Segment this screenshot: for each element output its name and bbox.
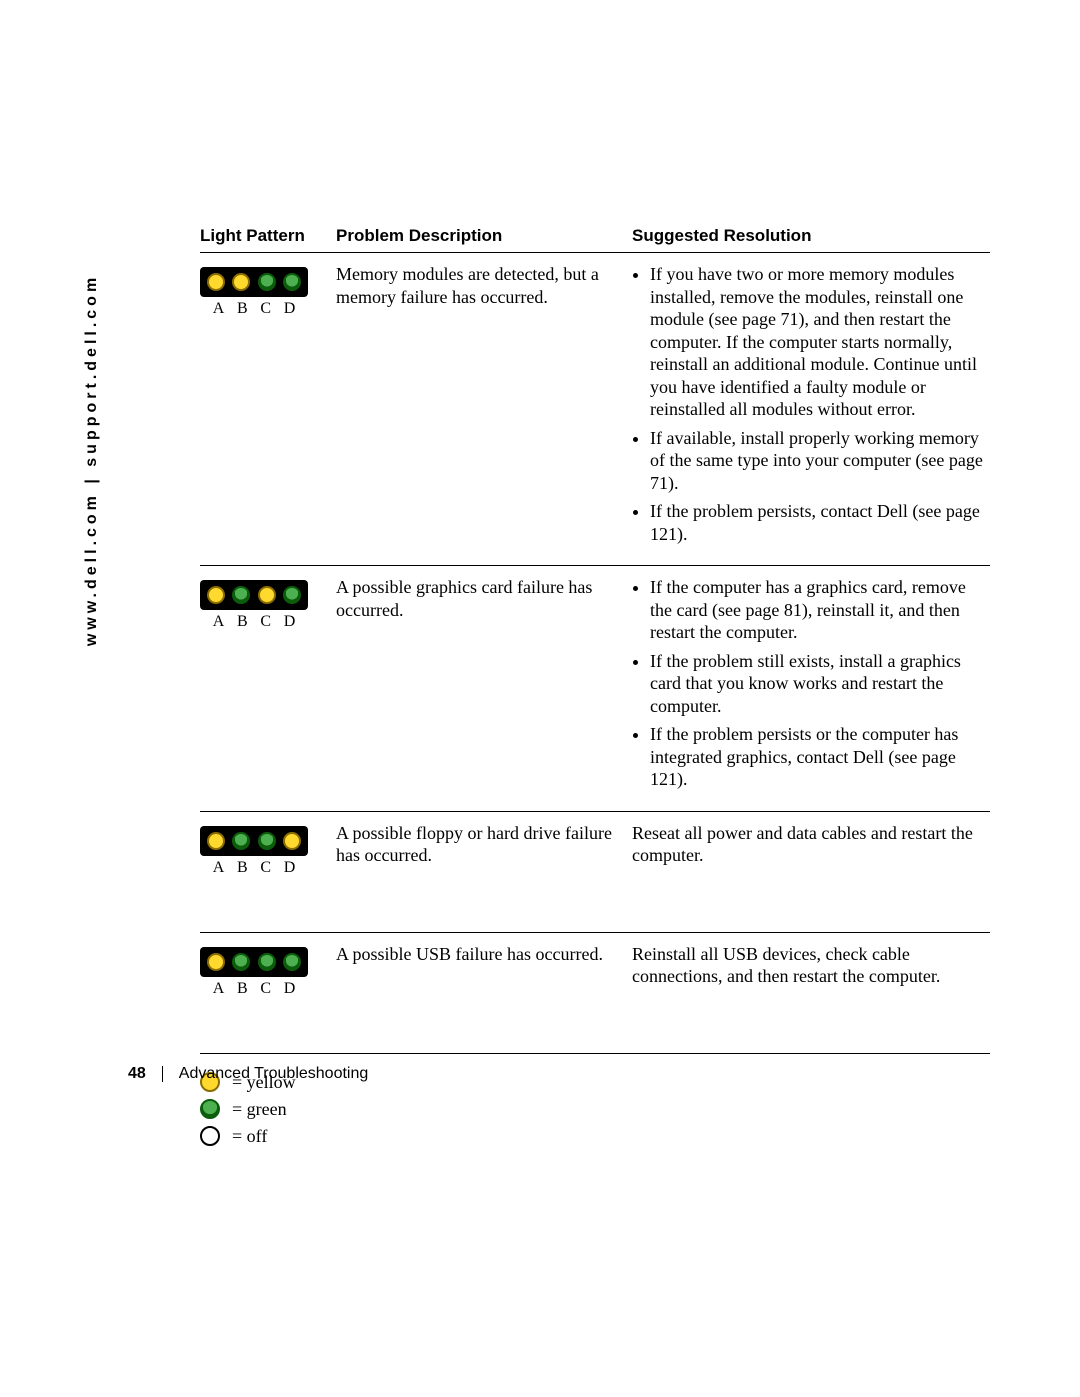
green-led-icon — [283, 273, 301, 291]
led-position-label: A — [213, 299, 225, 319]
table-row: ABCD A possible USB failure has occurred.… — [200, 932, 990, 1053]
yellow-led-icon — [283, 832, 301, 850]
led-position-label: D — [284, 858, 296, 878]
led-position-label: C — [260, 979, 271, 999]
problem-description-cell: Memory modules are detected, but a memor… — [336, 253, 632, 566]
suggestion-item: If the problem persists or the computer … — [650, 723, 984, 791]
diagnostics-table-body: ABCDMemory modules are detected, but a m… — [200, 253, 990, 1054]
page-footer: 48 Advanced Troubleshooting — [128, 1065, 368, 1083]
led-position-labels: ABCD — [200, 612, 308, 632]
suggestion-item: If you have two or more memory modules i… — [650, 263, 984, 421]
led-position-label: B — [237, 979, 248, 999]
led-panel — [200, 580, 308, 610]
suggestion-list: If you have two or more memory modules i… — [632, 263, 984, 545]
led-position-labels: ABCD — [200, 858, 308, 878]
suggested-resolution-cell: Reseat all power and data cables and res… — [632, 811, 990, 932]
led-position-label: D — [284, 979, 296, 999]
led-position-labels: ABCD — [200, 299, 308, 319]
yellow-led-icon — [207, 832, 225, 850]
problem-description-cell: A possible USB failure has occurred. — [336, 932, 632, 1053]
footer-divider — [162, 1066, 163, 1082]
header-suggested-resolution: Suggested Resolution — [632, 226, 990, 253]
suggestion-item: If the problem persists, contact Dell (s… — [650, 500, 984, 545]
page-number: 48 — [128, 1065, 146, 1083]
problem-description-cell: A possible graphics card failure has occ… — [336, 566, 632, 812]
diagnostics-table-wrapper: Light Pattern Problem Description Sugges… — [200, 226, 990, 1153]
suggested-resolution-cell: Reinstall all USB devices, check cable c… — [632, 932, 990, 1053]
led-position-label: A — [213, 979, 225, 999]
green-led-icon — [232, 953, 250, 971]
green-led-icon — [258, 273, 276, 291]
light-pattern-cell: ABCD — [200, 253, 336, 566]
table-row: ABCD A possible floppy or hard drive fail… — [200, 811, 990, 932]
diagnostics-table: Light Pattern Problem Description Sugges… — [200, 226, 990, 1054]
led-panel — [200, 267, 308, 297]
led-position-labels: ABCD — [200, 979, 308, 999]
light-pattern-cell: ABCD — [200, 811, 336, 932]
green-led-icon — [283, 586, 301, 604]
led-position-label: C — [260, 858, 271, 878]
footer-section: Advanced Troubleshooting — [179, 1065, 368, 1083]
problem-description-cell: A possible floppy or hard drive failure … — [336, 811, 632, 932]
led-position-label: B — [237, 858, 248, 878]
legend-green: = green — [200, 1099, 990, 1120]
legend-off: = off — [200, 1126, 990, 1147]
header-light-pattern: Light Pattern — [200, 226, 336, 253]
green-led-icon — [258, 832, 276, 850]
legend-green-icon — [200, 1099, 220, 1119]
led-position-label: D — [284, 299, 296, 319]
light-pattern-cell: ABCD — [200, 932, 336, 1053]
yellow-led-icon — [207, 273, 225, 291]
led-position-label: B — [237, 299, 248, 319]
suggested-resolution-cell: If you have two or more memory modules i… — [632, 253, 990, 566]
suggestion-list: If the computer has a graphics card, rem… — [632, 576, 984, 791]
led-panel — [200, 947, 308, 977]
led-position-label: A — [213, 612, 225, 632]
yellow-led-icon — [207, 953, 225, 971]
led-position-label: D — [284, 612, 296, 632]
led-position-label: C — [260, 299, 271, 319]
legend-off-label: = off — [232, 1126, 267, 1147]
legend-off-icon — [200, 1126, 220, 1146]
side-url-text: www.dell.com | support.dell.com — [83, 274, 101, 646]
table-row: ABCD A possible graphics card failure has… — [200, 566, 990, 812]
led-position-label: A — [213, 858, 225, 878]
table-row: ABCD Memory modules are detected, but a m… — [200, 253, 990, 566]
suggested-resolution-cell: If the computer has a graphics card, rem… — [632, 566, 990, 812]
legend-green-label: = green — [232, 1099, 287, 1120]
yellow-led-icon — [258, 586, 276, 604]
yellow-led-icon — [207, 586, 225, 604]
light-pattern-cell: ABCD — [200, 566, 336, 812]
suggestion-item: If available, install properly working m… — [650, 427, 984, 495]
green-led-icon — [232, 832, 250, 850]
green-led-icon — [232, 586, 250, 604]
suggestion-item: If the computer has a graphics card, rem… — [650, 576, 984, 644]
suggestion-item: If the problem still exists, install a g… — [650, 650, 984, 718]
green-led-icon — [258, 953, 276, 971]
led-position-label: B — [237, 612, 248, 632]
green-led-icon — [283, 953, 301, 971]
led-panel — [200, 826, 308, 856]
yellow-led-icon — [232, 273, 250, 291]
led-position-label: C — [260, 612, 271, 632]
header-problem-description: Problem Description — [336, 226, 632, 253]
